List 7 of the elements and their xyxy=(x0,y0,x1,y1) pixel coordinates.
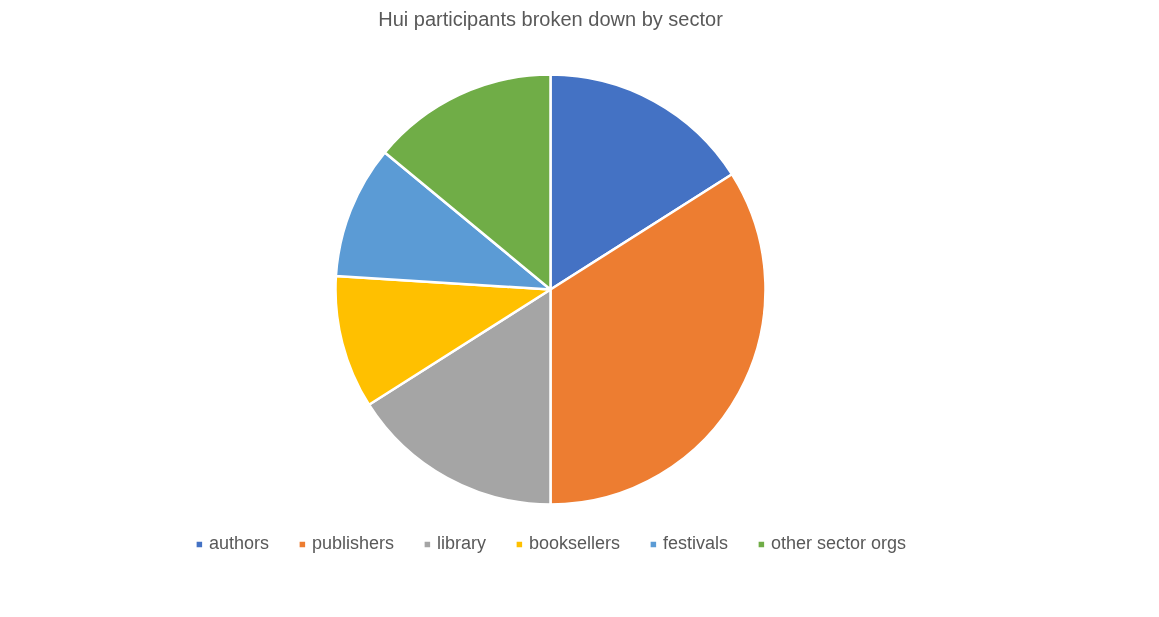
legend-label: authors xyxy=(208,533,269,554)
legend-label: booksellers xyxy=(528,533,621,554)
chart-title: Hui participants broken down by sector xyxy=(378,7,724,30)
legend-label: library xyxy=(436,533,486,554)
legend-label: festivals xyxy=(663,533,729,554)
legend-label: other sector orgs xyxy=(771,533,907,554)
legend-label: publishers xyxy=(311,533,394,554)
